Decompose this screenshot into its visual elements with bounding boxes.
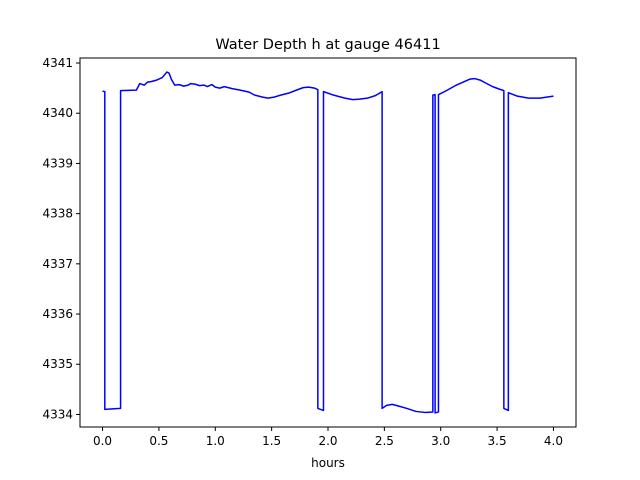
x-tick-label: 4.0 bbox=[544, 434, 563, 448]
y-tick-label: 4339 bbox=[42, 156, 73, 170]
x-axis-label: hours bbox=[311, 456, 345, 470]
x-tick-label: 1.0 bbox=[206, 434, 225, 448]
y-tick-label: 4340 bbox=[42, 106, 73, 120]
y-tick-label: 4336 bbox=[42, 307, 73, 321]
y-tick-label: 4341 bbox=[42, 56, 73, 70]
x-axis: 0.0 0.5 1.0 1.5 2.0 2.5 3.0 3.5 4.0 bbox=[93, 427, 563, 448]
x-tick-label: 0.0 bbox=[93, 434, 112, 448]
x-tick-label: 3.0 bbox=[431, 434, 450, 448]
y-tick-label: 4338 bbox=[42, 207, 73, 221]
x-tick-label: 3.5 bbox=[488, 434, 507, 448]
y-axis: 4334 4335 4336 4337 4338 4339 4340 4341 bbox=[42, 56, 80, 421]
series-line-0 bbox=[102, 71, 554, 414]
x-tick-label: 1.5 bbox=[262, 434, 281, 448]
chart-title: Water Depth h at gauge 46411 bbox=[215, 37, 440, 53]
y-tick-label: 4334 bbox=[42, 407, 73, 421]
x-tick-label: 2.5 bbox=[375, 434, 394, 448]
x-tick-label: 0.5 bbox=[149, 434, 168, 448]
y-tick-label: 4337 bbox=[42, 257, 73, 271]
x-tick-label: 2.0 bbox=[318, 434, 337, 448]
plot-area bbox=[102, 71, 554, 414]
y-tick-label: 4335 bbox=[42, 357, 73, 371]
